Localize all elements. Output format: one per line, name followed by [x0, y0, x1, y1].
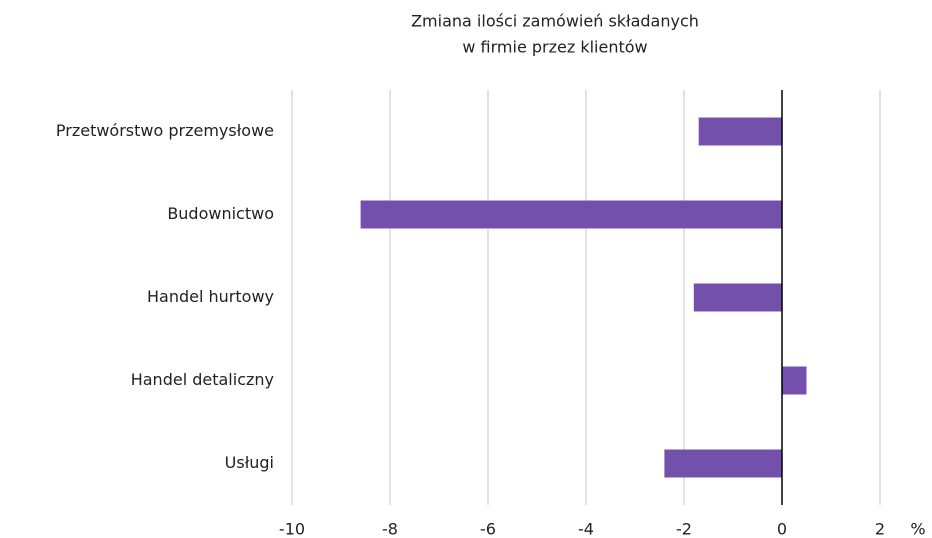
x-tick-label: -2 — [676, 520, 692, 538]
x-axis-unit: % — [910, 520, 925, 538]
x-tick-label: 0 — [777, 520, 787, 538]
x-tick-label: -4 — [578, 520, 594, 538]
y-tick-label: Handel detaliczny — [131, 370, 274, 389]
chart-title: w firmie przez klientów — [462, 38, 647, 57]
y-tick-label: Usługi — [225, 453, 274, 472]
bar — [693, 283, 782, 312]
y-tick-label: Budownictwo — [167, 204, 274, 223]
x-tick-label: 2 — [875, 520, 885, 538]
y-tick-label: Handel hurtowy — [147, 287, 274, 306]
bar — [664, 449, 782, 478]
chart-title: Zmiana ilości zamówień składanych — [411, 12, 699, 31]
x-tick-label: -6 — [480, 520, 496, 538]
bar — [698, 117, 782, 146]
x-tick-label: -8 — [382, 520, 398, 538]
bar — [360, 200, 782, 229]
bar — [782, 366, 807, 395]
y-tick-label: Przetwórstwo przemysłowe — [56, 121, 274, 140]
x-tick-label: -10 — [279, 520, 305, 538]
